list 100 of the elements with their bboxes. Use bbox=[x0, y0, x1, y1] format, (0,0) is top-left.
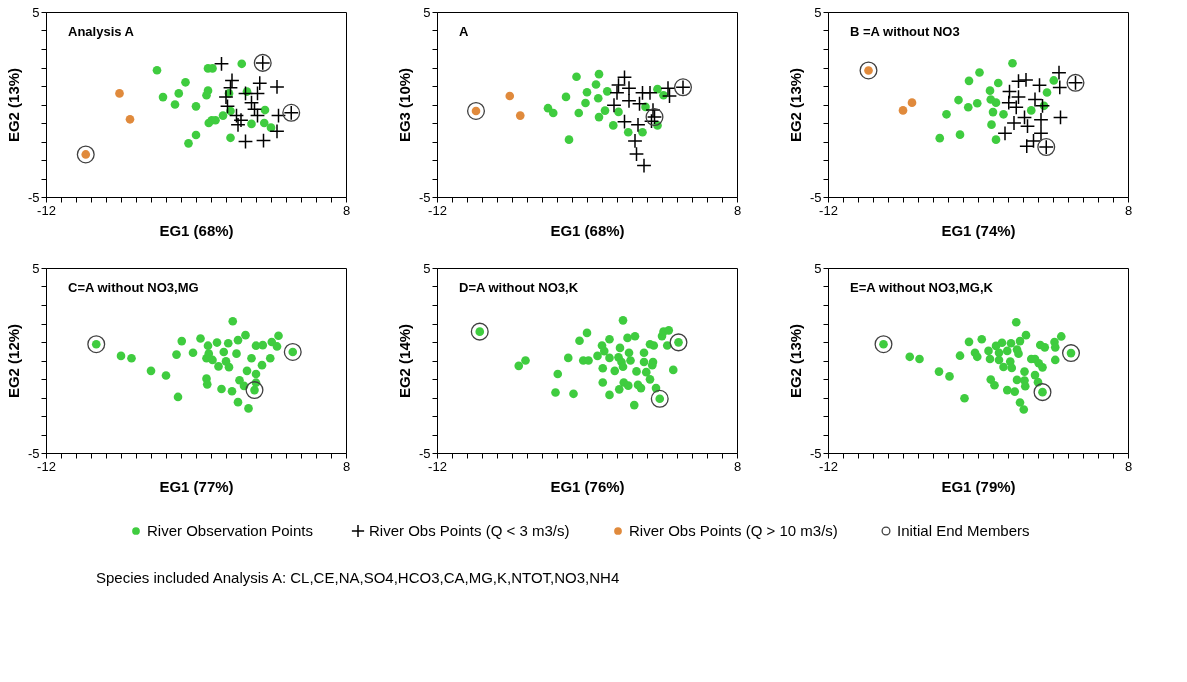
point bbox=[632, 367, 641, 376]
point bbox=[269, 123, 285, 139]
point bbox=[221, 357, 231, 366]
point bbox=[1002, 385, 1012, 395]
point bbox=[146, 366, 156, 376]
x-tick-label: 8 bbox=[1124, 202, 1133, 218]
point bbox=[521, 356, 530, 365]
point bbox=[964, 76, 974, 86]
point bbox=[1019, 138, 1035, 154]
point bbox=[615, 343, 625, 353]
point bbox=[977, 334, 987, 344]
point bbox=[1031, 77, 1048, 93]
point bbox=[247, 353, 256, 363]
point bbox=[1042, 88, 1052, 97]
point bbox=[621, 93, 637, 109]
point bbox=[1019, 118, 1036, 134]
point bbox=[548, 108, 558, 118]
point bbox=[563, 353, 573, 363]
point bbox=[564, 135, 574, 144]
point bbox=[994, 348, 1004, 358]
point bbox=[1025, 133, 1042, 149]
point bbox=[224, 72, 240, 89]
point bbox=[593, 351, 602, 361]
point bbox=[990, 380, 999, 390]
y-axis-title: EG2 (13%) bbox=[786, 323, 804, 399]
point bbox=[639, 348, 649, 358]
point bbox=[642, 85, 658, 101]
point bbox=[204, 349, 214, 358]
y-tick-label: 5 bbox=[814, 4, 822, 20]
point bbox=[227, 386, 237, 396]
text: C=A without NO3,MG bbox=[68, 280, 199, 295]
x-tick-label: -12 bbox=[37, 202, 56, 218]
point bbox=[258, 340, 268, 350]
point bbox=[223, 338, 233, 348]
point bbox=[259, 118, 269, 128]
point bbox=[1007, 363, 1017, 373]
y-tick-label: 5 bbox=[32, 4, 40, 20]
point bbox=[608, 121, 618, 130]
point bbox=[602, 87, 612, 96]
point bbox=[1052, 79, 1068, 96]
legend-label: River Obs Points (Q < 3 m3/s) bbox=[369, 522, 570, 539]
point bbox=[616, 69, 633, 85]
point bbox=[645, 102, 661, 118]
point bbox=[1049, 76, 1059, 85]
point bbox=[610, 366, 620, 376]
point bbox=[188, 348, 198, 358]
x-tick-label: -12 bbox=[428, 202, 447, 218]
point bbox=[1006, 115, 1022, 131]
point bbox=[630, 331, 640, 341]
point bbox=[249, 107, 266, 124]
point bbox=[618, 316, 628, 325]
point bbox=[623, 127, 633, 137]
point bbox=[609, 85, 625, 101]
point bbox=[935, 133, 945, 143]
x-tick-label: 8 bbox=[733, 202, 742, 218]
point bbox=[574, 108, 584, 118]
point bbox=[934, 367, 944, 376]
point bbox=[222, 80, 239, 96]
point bbox=[244, 404, 253, 413]
x-axis-title: EG1 (68%) bbox=[159, 221, 234, 239]
point bbox=[76, 145, 95, 164]
point bbox=[87, 335, 106, 354]
point bbox=[1016, 109, 1033, 126]
point bbox=[600, 106, 610, 115]
point bbox=[593, 93, 603, 103]
point bbox=[1002, 346, 1012, 356]
point bbox=[605, 334, 614, 344]
point bbox=[972, 98, 982, 108]
x-axis-title: EG1 (68%) bbox=[550, 221, 625, 239]
legend-label: River Observation Points bbox=[147, 522, 313, 539]
point bbox=[631, 96, 648, 112]
x-axis-title: EG1 (79%) bbox=[941, 477, 1016, 495]
x-tick-label: -12 bbox=[819, 458, 838, 474]
point bbox=[233, 335, 243, 345]
point bbox=[575, 336, 584, 346]
point bbox=[170, 100, 180, 109]
point bbox=[669, 333, 688, 352]
point bbox=[987, 120, 996, 129]
point bbox=[661, 88, 678, 104]
point bbox=[598, 363, 608, 373]
y-axis-title: EG2 (12%) bbox=[4, 323, 22, 399]
point bbox=[1056, 332, 1066, 341]
point bbox=[173, 392, 183, 402]
point bbox=[628, 146, 645, 162]
y-tick-label: -5 bbox=[418, 189, 431, 205]
y-tick-label: -5 bbox=[809, 189, 822, 205]
point bbox=[907, 98, 917, 107]
point bbox=[859, 61, 878, 80]
point bbox=[1014, 349, 1023, 358]
point bbox=[202, 380, 212, 389]
point bbox=[999, 109, 1008, 119]
point bbox=[616, 114, 633, 130]
point bbox=[569, 389, 578, 399]
x-tick-label: 8 bbox=[342, 458, 351, 474]
point bbox=[219, 347, 229, 357]
y-axis-title: EG2 (13%) bbox=[4, 67, 22, 143]
x-tick-label: -12 bbox=[37, 458, 56, 474]
text: E=A without NO3,MG,K bbox=[850, 280, 994, 295]
point bbox=[955, 351, 965, 361]
point bbox=[1050, 343, 1060, 352]
